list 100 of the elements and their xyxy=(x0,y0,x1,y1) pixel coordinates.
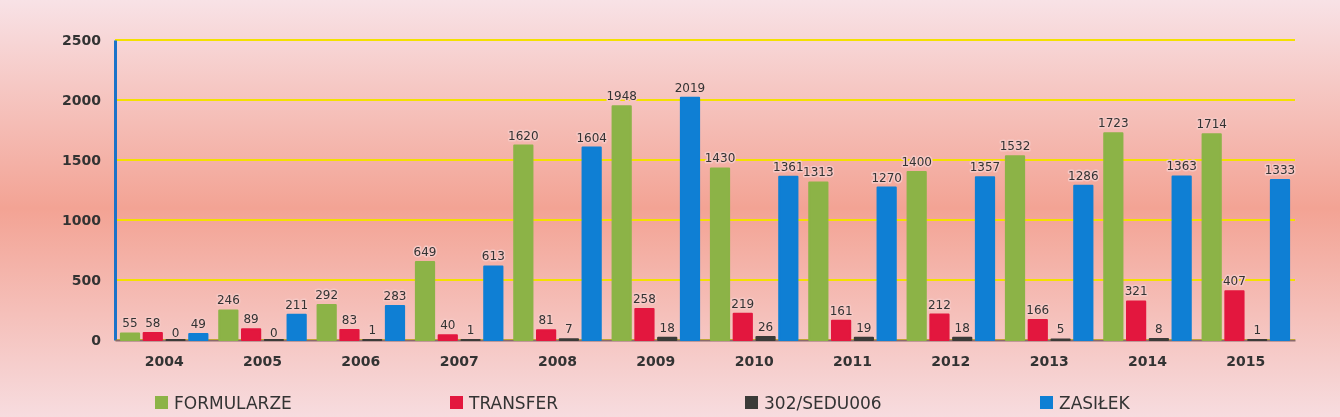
data-label: 246 xyxy=(216,293,240,308)
legend-label: FORMULARZE xyxy=(174,392,292,413)
bar xyxy=(906,171,927,341)
bar xyxy=(437,334,458,341)
bar xyxy=(142,332,163,341)
data-label: 18 xyxy=(659,320,675,335)
data-label: 1714 xyxy=(1196,117,1227,132)
x-tick-label: 2009 xyxy=(636,352,676,369)
data-label: 219 xyxy=(731,296,755,311)
data-label: 1 xyxy=(466,322,475,337)
data-label: 19 xyxy=(856,320,872,335)
data-label: 1286 xyxy=(1068,168,1099,183)
data-label: 292 xyxy=(315,287,339,302)
bar xyxy=(218,309,239,341)
x-tick-label: 2006 xyxy=(341,352,381,369)
bar xyxy=(1004,155,1026,341)
x-tick-label: 2004 xyxy=(144,352,184,369)
data-label: 1 xyxy=(368,322,377,337)
data-label: 1532 xyxy=(999,139,1031,154)
bar xyxy=(755,335,776,341)
legend-label: TRANSFER xyxy=(468,392,559,413)
bar xyxy=(1269,179,1291,341)
bar xyxy=(1073,184,1094,341)
x-tick-label: 2007 xyxy=(439,352,479,369)
legend-label: ZASIŁEK xyxy=(1059,392,1131,413)
bar xyxy=(778,175,799,341)
data-label: 2019 xyxy=(674,80,706,95)
bar xyxy=(853,336,874,341)
y-tick-label: 0 xyxy=(91,331,102,348)
data-label: 89 xyxy=(243,312,259,327)
data-label: 5 xyxy=(1056,322,1065,337)
bar xyxy=(634,308,655,341)
bar xyxy=(732,312,753,341)
data-label: 649 xyxy=(413,245,437,260)
bar xyxy=(1201,133,1222,341)
data-label: 18 xyxy=(954,320,970,335)
data-label: 1363 xyxy=(1166,159,1197,174)
y-tick-label: 500 xyxy=(71,271,102,288)
data-label: 49 xyxy=(190,317,206,332)
bar xyxy=(1027,319,1048,341)
bar xyxy=(657,336,678,341)
bar xyxy=(876,186,897,341)
x-tick-label: 2013 xyxy=(1029,352,1069,369)
bar xyxy=(339,329,360,341)
data-label: 321 xyxy=(1124,284,1148,299)
data-label: 1333 xyxy=(1264,163,1296,178)
data-label: 283 xyxy=(383,289,407,304)
bar xyxy=(581,146,602,341)
bar xyxy=(831,319,852,341)
bar xyxy=(679,96,701,341)
data-label: 0 xyxy=(270,326,278,340)
y-tick-label: 1000 xyxy=(62,211,102,228)
data-label: 1620 xyxy=(508,128,539,143)
bar xyxy=(286,313,307,341)
bar xyxy=(1224,290,1245,341)
bar xyxy=(384,305,406,341)
bar xyxy=(1171,175,1192,341)
data-label: 81 xyxy=(538,313,554,328)
y-tick-label: 2000 xyxy=(62,91,102,108)
data-label: 58 xyxy=(145,316,161,331)
data-label: 212 xyxy=(927,297,951,312)
bar xyxy=(929,313,950,341)
bar xyxy=(483,265,504,341)
y-tick-label: 1500 xyxy=(62,151,102,168)
data-label: 258 xyxy=(632,292,656,307)
data-label: 8 xyxy=(1155,322,1163,337)
data-label: 1 xyxy=(1253,322,1262,337)
bar xyxy=(709,167,731,341)
bar xyxy=(808,181,829,341)
bar xyxy=(1103,132,1124,341)
data-label: 1270 xyxy=(871,170,902,185)
bar xyxy=(974,176,996,341)
bar xyxy=(188,333,209,341)
data-label: 40 xyxy=(440,318,456,333)
data-label: 161 xyxy=(829,303,853,318)
data-label: 7 xyxy=(565,322,573,337)
bar xyxy=(536,329,557,341)
data-label: 166 xyxy=(1026,303,1050,318)
bar xyxy=(1126,300,1147,341)
x-tick-label: 2014 xyxy=(1128,352,1168,369)
data-label: 1313 xyxy=(803,165,834,180)
x-tick-label: 2012 xyxy=(931,352,971,369)
bar xyxy=(316,303,337,341)
bar xyxy=(241,328,262,341)
bar xyxy=(513,144,534,341)
data-label: 55 xyxy=(122,316,138,331)
y-tick-label: 2500 xyxy=(62,31,102,48)
x-tick-label: 2010 xyxy=(734,352,774,369)
x-tick-label: 2005 xyxy=(243,352,282,369)
legend-label: 302/SEDU006 xyxy=(764,392,882,413)
data-label: 1361 xyxy=(773,159,804,174)
x-tick-label: 2008 xyxy=(538,352,577,369)
bar xyxy=(952,336,973,341)
data-label: 1357 xyxy=(969,160,1001,175)
data-label: 83 xyxy=(341,313,358,328)
x-tick-label: 2011 xyxy=(833,352,872,369)
bar xyxy=(611,105,632,341)
x-tick-label: 2015 xyxy=(1226,352,1266,369)
data-label: 211 xyxy=(285,297,309,312)
data-label: 0 xyxy=(171,326,180,340)
